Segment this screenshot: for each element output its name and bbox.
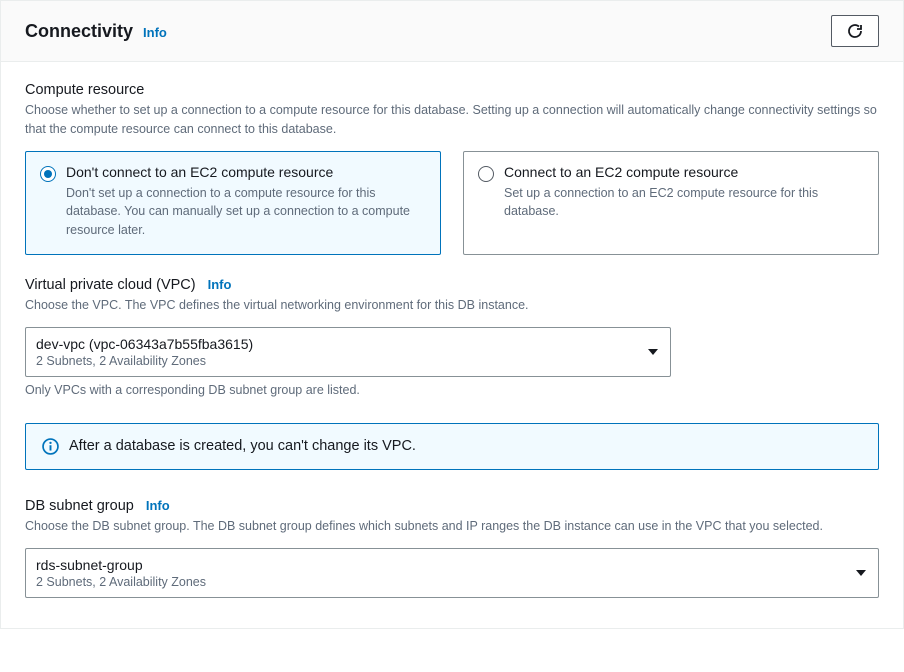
chevron-down-icon <box>648 349 658 355</box>
radio-indicator <box>40 166 56 182</box>
vpc-select-sub: 2 Subnets, 2 Availability Zones <box>36 353 636 369</box>
refresh-button[interactable] <box>831 15 879 47</box>
subnet-select-sub: 2 Subnets, 2 Availability Zones <box>36 574 844 590</box>
panel-header: Connectivity Info <box>1 1 903 62</box>
radio-title: Don't connect to an EC2 compute resource <box>66 164 426 180</box>
compute-description: Choose whether to set up a connection to… <box>25 101 879 139</box>
vpc-label-wrap: Virtual private cloud (VPC) Info <box>25 277 879 296</box>
panel-body: Compute resource Choose whether to set u… <box>1 62 903 628</box>
radio-card-body: Don't connect to an EC2 compute resource… <box>66 164 426 240</box>
subnet-label-wrap: DB subnet group Info <box>25 498 879 517</box>
refresh-icon <box>847 23 863 39</box>
subnet-label: DB subnet group <box>25 498 134 514</box>
info-link[interactable]: Info <box>143 25 167 40</box>
vpc-label: Virtual private cloud (VPC) <box>25 277 196 293</box>
panel-title-wrap: Connectivity Info <box>25 21 167 42</box>
subnet-description: Choose the DB subnet group. The DB subne… <box>25 517 879 536</box>
radio-indicator <box>478 166 494 182</box>
vpc-banner-text: After a database is created, you can't c… <box>69 438 416 454</box>
vpc-helper: Only VPCs with a corresponding DB subnet… <box>25 383 879 397</box>
radio-dont-connect-ec2[interactable]: Don't connect to an EC2 compute resource… <box>25 151 441 255</box>
radio-title: Connect to an EC2 compute resource <box>504 164 864 180</box>
radio-desc: Set up a connection to an EC2 compute re… <box>504 184 864 222</box>
subnet-select[interactable]: rds-subnet-group 2 Subnets, 2 Availabili… <box>25 548 879 598</box>
subnet-select-main: rds-subnet-group <box>36 556 844 574</box>
compute-radio-group: Don't connect to an EC2 compute resource… <box>25 151 879 255</box>
vpc-info-link[interactable]: Info <box>208 277 232 292</box>
vpc-select[interactable]: dev-vpc (vpc-06343a7b55fba3615) 2 Subnet… <box>25 327 671 377</box>
vpc-select-main: dev-vpc (vpc-06343a7b55fba3615) <box>36 335 636 353</box>
panel-title: Connectivity <box>25 21 133 42</box>
vpc-description: Choose the VPC. The VPC defines the virt… <box>25 296 879 315</box>
subnet-info-link[interactable]: Info <box>146 498 170 513</box>
vpc-info-banner: After a database is created, you can't c… <box>25 423 879 470</box>
radio-connect-ec2[interactable]: Connect to an EC2 compute resource Set u… <box>463 151 879 255</box>
compute-label: Compute resource <box>25 82 879 98</box>
chevron-down-icon <box>856 570 866 576</box>
connectivity-panel: Connectivity Info Compute resource Choos… <box>0 0 904 629</box>
radio-card-body: Connect to an EC2 compute resource Set u… <box>504 164 864 240</box>
radio-desc: Don't set up a connection to a compute r… <box>66 184 426 240</box>
info-icon <box>42 438 59 455</box>
